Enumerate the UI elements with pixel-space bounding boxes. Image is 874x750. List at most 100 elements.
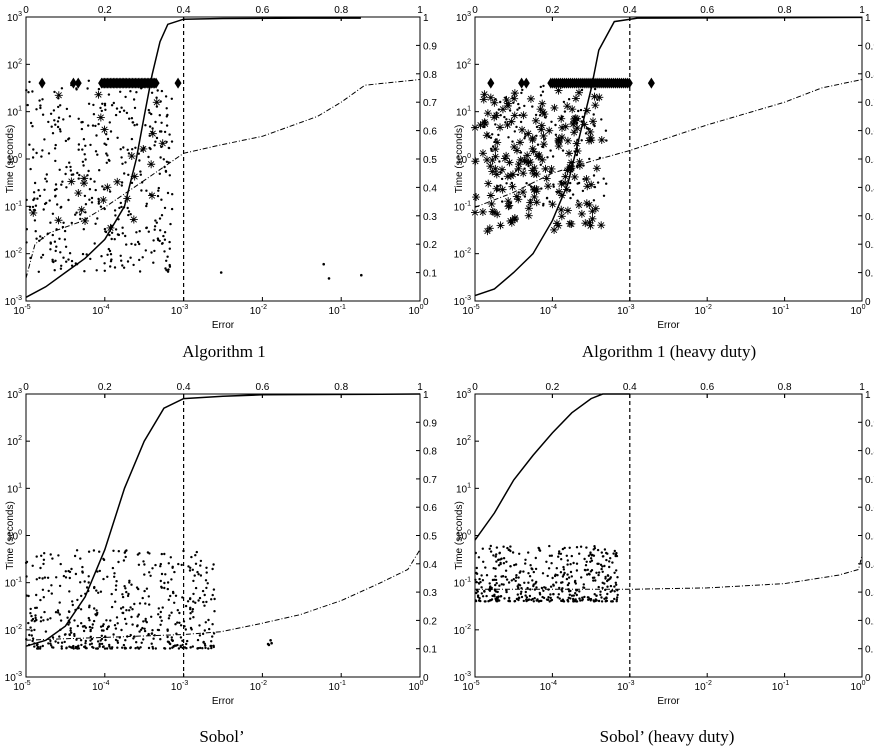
data-dot <box>144 617 147 621</box>
data-dot <box>160 242 164 245</box>
data-dot <box>498 584 501 587</box>
data-dot <box>109 260 113 263</box>
data-dot <box>110 237 113 241</box>
data-dot <box>97 197 100 201</box>
data-dot <box>30 629 33 632</box>
data-dot <box>164 267 167 270</box>
data-dot <box>92 549 96 552</box>
data-dot <box>58 128 62 131</box>
data-star <box>29 208 38 217</box>
data-dot <box>109 130 113 133</box>
data-dot <box>113 624 117 627</box>
data-dot <box>51 212 55 215</box>
data-dot <box>556 574 559 577</box>
data-dot <box>98 645 101 648</box>
data-dot <box>142 560 145 563</box>
data-star <box>526 198 535 207</box>
data-dot <box>40 616 43 619</box>
data-dot <box>160 214 164 217</box>
top-tick-label: 1 <box>859 5 865 16</box>
data-dot <box>475 580 478 584</box>
data-dot <box>157 628 161 632</box>
data-dot <box>586 568 589 571</box>
data-star <box>507 117 516 126</box>
data-dot <box>121 232 125 235</box>
data-dot <box>196 570 199 574</box>
y-tick-label: 10-2 <box>454 248 471 261</box>
data-star <box>79 179 88 188</box>
data-dot <box>527 572 530 575</box>
data-dot <box>81 160 85 163</box>
data-dot <box>156 194 160 198</box>
data-dot <box>147 646 151 650</box>
data-dot <box>491 133 494 136</box>
data-dot <box>550 598 554 602</box>
data-dot <box>37 189 40 192</box>
data-star <box>542 174 551 183</box>
data-dot <box>181 596 184 599</box>
data-dot <box>211 593 214 597</box>
data-dot <box>165 140 168 144</box>
data-dot <box>81 570 84 573</box>
data-dot <box>153 225 157 228</box>
data-dot <box>575 569 579 572</box>
data-dot <box>43 202 47 206</box>
error-cdf-curve <box>475 555 863 590</box>
data-dot <box>505 590 508 594</box>
right-tick-label: 0.2 <box>423 616 437 627</box>
data-dot <box>145 587 149 590</box>
y-tick-label: 10-1 <box>454 200 471 213</box>
y-tick-label: 103 <box>456 11 471 24</box>
data-dot <box>505 560 508 563</box>
data-dot <box>165 107 168 110</box>
data-dot <box>147 632 150 636</box>
data-dot <box>167 146 171 150</box>
right-tick-label: 0.8 <box>865 447 874 458</box>
data-dot <box>522 570 525 573</box>
data-star <box>588 214 597 223</box>
data-dot <box>559 571 563 574</box>
data-dot <box>45 173 48 176</box>
data-dot <box>605 558 608 562</box>
data-dot <box>113 575 116 578</box>
data-dot <box>147 230 150 233</box>
data-dot <box>49 242 52 245</box>
data-dot <box>145 226 148 230</box>
data-dot <box>535 125 539 129</box>
data-dot <box>493 593 496 596</box>
data-dot <box>27 91 30 94</box>
data-dot <box>502 545 505 548</box>
data-dot <box>509 549 512 553</box>
data-dot <box>42 208 45 211</box>
data-dot <box>139 646 142 649</box>
y-axis-label: Time (seconds) <box>454 125 465 194</box>
data-star <box>502 95 511 104</box>
data-star <box>488 156 497 165</box>
data-dot <box>135 123 139 126</box>
data-dot <box>500 575 503 578</box>
data-dot <box>157 607 160 610</box>
data-star <box>587 136 596 145</box>
data-dot <box>534 582 537 585</box>
data-dot <box>205 586 208 590</box>
data-dot <box>198 634 202 637</box>
data-dot <box>148 603 151 606</box>
data-dot <box>322 262 326 266</box>
data-dot <box>503 115 506 119</box>
data-star <box>524 204 533 213</box>
data-dot <box>184 628 187 631</box>
data-dot <box>477 556 481 559</box>
data-dot <box>508 599 511 602</box>
data-dot <box>143 629 147 633</box>
x-tick-label: 100 <box>850 304 865 317</box>
data-dot <box>139 173 142 176</box>
data-star <box>106 223 115 232</box>
data-dot <box>153 634 156 637</box>
data-dot <box>120 184 124 187</box>
data-dot <box>185 642 188 646</box>
data-star <box>582 106 591 115</box>
data-dot <box>167 562 170 565</box>
data-dot <box>177 647 181 650</box>
data-dot <box>518 571 521 574</box>
data-dot <box>544 116 547 119</box>
